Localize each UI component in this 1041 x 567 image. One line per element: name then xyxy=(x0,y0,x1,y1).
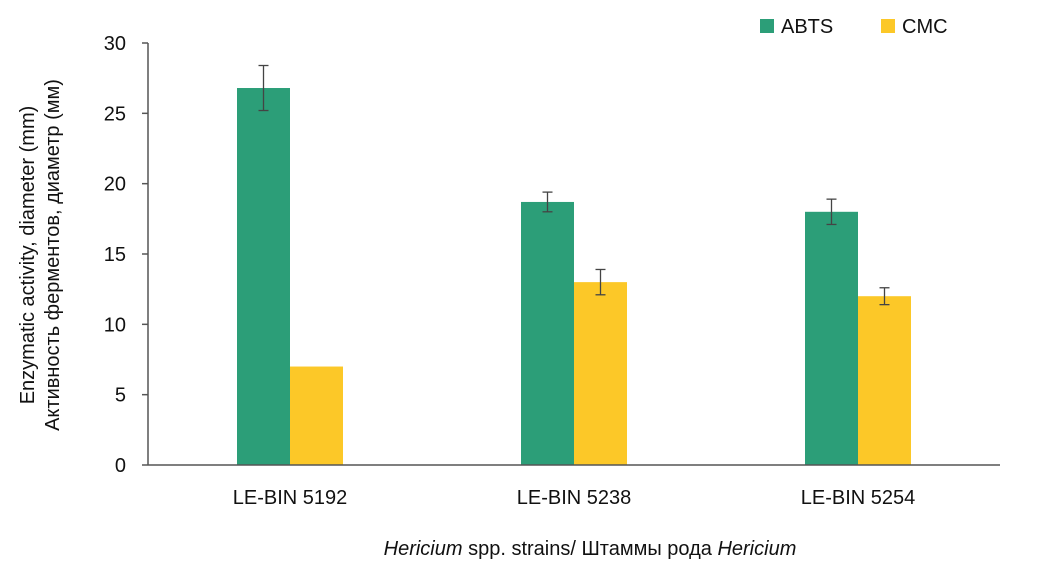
legend-swatch xyxy=(881,19,895,33)
error-bar-cmc-2 xyxy=(595,268,606,296)
y-tick-labels: 0 5 10 15 20 25 30 xyxy=(104,33,148,477)
x-axis-title: Hericium spp. strains/ Штаммы рода Heric… xyxy=(384,538,797,560)
bar-abts-1 xyxy=(237,88,290,465)
bar-abts-3 xyxy=(805,211,858,465)
x-axis-title-part: Hericium xyxy=(717,538,796,560)
x-tick-label: LE-BIN 5254 xyxy=(801,487,916,509)
legend-item-abts: ABTS xyxy=(760,16,833,38)
bar-cmc-3 xyxy=(858,296,911,465)
y-axis-title-line-2: Активность ферментов, диаметр (мм) xyxy=(42,79,64,431)
y-tick-label: 15 xyxy=(104,244,126,266)
legend-label: CMC xyxy=(902,16,948,38)
legend-item-cmc: CMC xyxy=(881,16,948,38)
bar-cmc-2 xyxy=(574,282,627,465)
bar-abts-2 xyxy=(521,201,574,465)
y-tick-label: 0 xyxy=(115,455,126,477)
legend: ABTS CMC xyxy=(760,16,948,38)
y-axis-title: Enzymatic activity, diameter (mm) Активн… xyxy=(17,79,64,431)
error-bars-layer xyxy=(258,64,890,306)
legend-label: ABTS xyxy=(781,16,833,38)
error-bar-abts-2 xyxy=(542,191,553,213)
x-tick-labels: LE-BIN 5192 LE-BIN 5238 LE-BIN 5254 xyxy=(233,487,916,509)
y-axis-title-line-1: Enzymatic activity, diameter (mm) xyxy=(17,106,39,405)
error-bar-abts-3 xyxy=(826,198,837,226)
error-bar-cmc-3 xyxy=(879,287,890,306)
y-tick-label: 30 xyxy=(104,33,126,55)
x-axis-title-part: Hericium xyxy=(384,538,463,560)
x-axis-title-part: spp. strains/ Штаммы рода xyxy=(463,538,718,560)
y-tick-label: 5 xyxy=(115,385,126,407)
y-tick-label: 10 xyxy=(104,314,126,336)
x-tick-label: LE-BIN 5238 xyxy=(517,487,632,509)
y-tick-label: 20 xyxy=(104,174,126,196)
bars-layer xyxy=(237,88,911,465)
legend-swatch xyxy=(760,19,774,33)
x-tick-label: LE-BIN 5192 xyxy=(233,487,348,509)
bar-cmc-1 xyxy=(290,366,343,465)
error-bar-abts-1 xyxy=(258,64,269,112)
y-tick-label: 25 xyxy=(104,103,126,125)
